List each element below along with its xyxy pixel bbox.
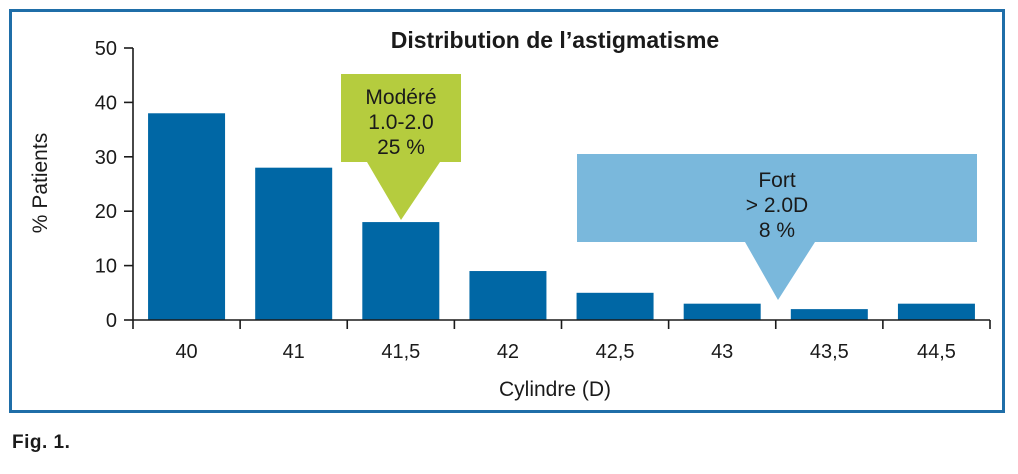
- x-tick-label: 42,5: [596, 341, 635, 363]
- y-axis-title: % Patients: [29, 133, 52, 233]
- chart-title: Distribution de l’astigmatisme: [391, 27, 719, 53]
- x-tick-label: 44,5: [917, 341, 956, 363]
- callout-modere-label: Modéré: [365, 86, 436, 109]
- y-axis: 0 10 20 30 40 50: [95, 38, 134, 332]
- x-tick-label: 40: [175, 341, 197, 363]
- bar-41-5: [362, 222, 440, 320]
- bar-42: [469, 271, 547, 320]
- bar-chart: Distribution de l’astigmatisme % Patient…: [29, 27, 991, 401]
- y-tick-label: 50: [95, 38, 117, 60]
- y-tick-label: 40: [95, 92, 117, 114]
- figure-caption: Fig. 1.: [12, 432, 71, 453]
- callout-modere-shape: [341, 74, 461, 220]
- bar-43: [683, 303, 761, 320]
- callout-modere-label: 25 %: [377, 136, 425, 159]
- bar-44-5: [897, 303, 975, 320]
- x-axis-title: Cylindre (D): [499, 378, 611, 401]
- callout-fort-label: Fort: [758, 169, 796, 192]
- y-tick-label: 30: [95, 147, 117, 169]
- x-tick-label: 43,5: [810, 341, 849, 363]
- x-tick-label: 43: [711, 341, 733, 363]
- callout-fort-label: > 2.0D: [746, 194, 808, 217]
- callout-modere-label: 1.0-2.0: [368, 111, 433, 134]
- x-tick-label: 41,5: [381, 341, 420, 363]
- y-tick-label: 20: [95, 201, 117, 223]
- bar-43-5: [790, 309, 868, 320]
- bars-group: [148, 113, 975, 320]
- x-tick-label: 41: [283, 341, 305, 363]
- bar-41: [255, 167, 333, 320]
- bar-42-5: [576, 292, 654, 320]
- callout-fort-shape: [577, 154, 977, 300]
- x-tick-label: 42: [497, 341, 519, 363]
- y-tick-label: 0: [106, 310, 117, 332]
- x-axis: 40 41 41,5 42 42,5 43 43,5 44,5: [132, 319, 991, 363]
- bar-40: [148, 113, 226, 320]
- callout-fort-label: 8 %: [759, 219, 795, 242]
- y-tick-label: 10: [95, 256, 117, 278]
